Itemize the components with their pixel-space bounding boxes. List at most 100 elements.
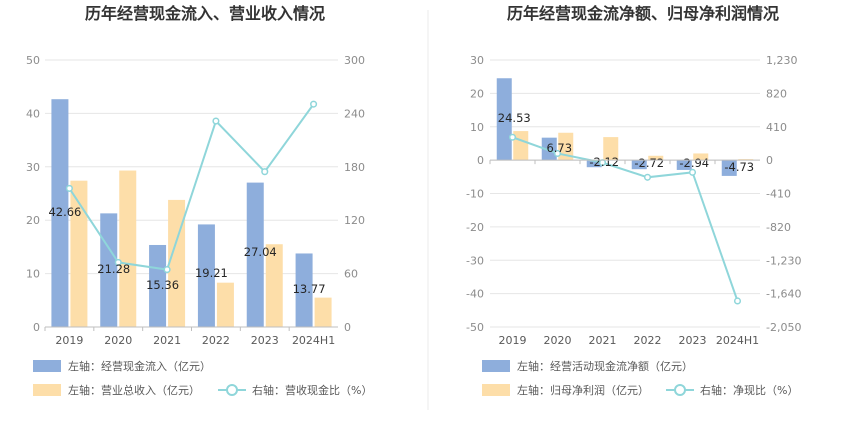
left-tick-label: 50 <box>26 54 40 67</box>
legend-swatch-marker <box>674 384 686 396</box>
legend-label: 左轴：经营活动现金流净额（亿元） <box>517 359 693 373</box>
legend-label: 右轴：营收现金比（%） <box>252 383 372 397</box>
bar-secondary <box>119 170 137 327</box>
bar-secondary <box>314 297 332 327</box>
bar-primary <box>496 78 512 161</box>
chart-1-x-axis: 2019 2020 2021 2022 2023 2024H1 <box>44 326 338 347</box>
bar-value-label: 15.36 <box>146 278 179 292</box>
bar-primary <box>197 224 215 327</box>
left-tick-label: 30 <box>470 54 484 67</box>
chart-2-title: 历年经营现金流净额、归母净利润情况 <box>507 4 779 23</box>
left-tick-label: 10 <box>26 268 40 281</box>
line-point <box>733 297 742 305</box>
bar-primary <box>246 182 264 327</box>
legend-label: 左轴：归母净利润（亿元） <box>517 383 649 397</box>
right-tick-label: -410 <box>766 188 791 201</box>
left-tick-label: -40 <box>466 288 484 301</box>
chart-1-line-series <box>65 100 318 274</box>
legend-swatch-bar-primary <box>482 360 510 372</box>
bar-value-label: 42.66 <box>48 205 81 219</box>
bar-primary <box>676 160 692 170</box>
right-tick-label: -1,230 <box>766 254 801 267</box>
bar-value-label: -2.12 <box>589 155 619 169</box>
right-tick-label: -1,640 <box>766 288 801 301</box>
bar-value-label: -2.94 <box>679 156 709 170</box>
right-tick-label: -820 <box>766 221 791 234</box>
left-tick-label: 0 <box>477 154 484 167</box>
legend-label: 左轴：经营现金流入（亿元） <box>68 359 211 373</box>
bar-secondary <box>648 155 664 161</box>
chart-2-bars <box>496 78 754 176</box>
x-tick-label: 2022 <box>634 334 662 347</box>
chart-2-left-axis: -50 -40 -30 -20 -10 0 10 20 30 <box>466 54 484 334</box>
chart-1-left-axis: 0 10 20 30 40 50 <box>26 54 40 334</box>
left-tick-label: -50 <box>466 321 484 334</box>
bar-value-label: -2.72 <box>634 156 664 170</box>
right-tick-label: 60 <box>344 268 358 281</box>
right-tick-label: 0 <box>766 154 773 167</box>
chart-1-title: 历年经营现金流入、营业收入情况 <box>85 4 325 23</box>
left-tick-label: -30 <box>466 254 484 267</box>
x-tick-label: 2020 <box>544 334 572 347</box>
line-point <box>643 173 652 181</box>
legend-label: 右轴：净现比（%） <box>700 383 798 397</box>
right-tick-label: 120 <box>344 214 365 227</box>
line-point <box>65 184 73 192</box>
line-point <box>261 168 269 176</box>
bar-primary <box>541 137 557 161</box>
bar-value-label: 27.04 <box>244 245 277 259</box>
left-tick-label: 40 <box>26 107 40 120</box>
x-tick-label: 2024H1 <box>292 334 335 347</box>
bar-value-label: 21.28 <box>97 262 130 276</box>
bar-primary <box>586 160 602 168</box>
chart-1-right-axis: 0 60 120 180 240 300 <box>344 54 365 334</box>
left-tick-label: 20 <box>470 87 484 100</box>
left-tick-label: 20 <box>26 214 40 227</box>
line-point <box>508 133 517 141</box>
bar-primary <box>721 160 737 176</box>
chart-1-bars <box>51 99 332 327</box>
right-tick-label: 820 <box>766 87 787 100</box>
right-tick-label: -2,050 <box>766 321 801 334</box>
right-tick-label: 0 <box>344 321 351 334</box>
bar-primary <box>149 244 167 327</box>
bar-value-label: 24.53 <box>498 111 531 125</box>
bar-secondary <box>558 132 574 161</box>
chart-2: 历年经营现金流净额、归母净利润情况 -50 -40 -30 -20 -10 0 10 20 30… <box>466 4 801 397</box>
right-tick-label: 300 <box>344 54 365 67</box>
right-tick-label: 240 <box>344 107 365 120</box>
x-tick-label: 2022 <box>202 334 230 347</box>
bar-value-label: 19.21 <box>195 266 228 280</box>
chart-2-grid <box>490 59 760 328</box>
x-tick-label: 2020 <box>104 334 132 347</box>
legend-swatch-bar-primary <box>33 360 61 372</box>
bar-secondary <box>265 244 283 327</box>
bar-secondary <box>693 153 709 161</box>
left-tick-label: -20 <box>466 221 484 234</box>
bar-primary <box>295 253 313 327</box>
legend-swatch-marker <box>226 384 238 396</box>
bar-secondary <box>70 180 88 327</box>
x-tick-label: 2021 <box>153 334 181 347</box>
left-tick-label: 0 <box>33 321 40 334</box>
chart-1-data-labels: 42.66 21.28 15.36 19.21 27.04 13.77 <box>48 205 325 296</box>
legend-swatch-bar-secondary <box>482 384 510 396</box>
chart-2-legend[interactable]: 左轴：经营活动现金流净额（亿元） 左轴：归母净利润（亿元） 右轴：净现比（%） <box>482 359 798 397</box>
bar-secondary <box>738 159 754 161</box>
left-tick-label: -10 <box>466 188 484 201</box>
line-point <box>553 149 562 157</box>
bar-value-label: -4.73 <box>724 160 754 174</box>
chart-2-data-labels: 24.53 6.73 -2.12 -2.72 -2.94 -4.73 <box>498 111 754 174</box>
legend-label: 左轴：营业总收入（亿元） <box>68 383 200 397</box>
chart-1: 历年经营现金流入、营业收入情况 0 10 20 30 40 50 0 60 120 180 240… <box>26 4 372 397</box>
chart-1-legend[interactable]: 左轴：经营现金流入（亿元） 左轴：营业总收入（亿元） 右轴：营收现金比（%） <box>33 359 372 397</box>
chart-2-line-series <box>508 133 742 305</box>
bar-primary <box>631 160 647 170</box>
bar-value-label: 13.77 <box>293 282 326 296</box>
right-tick-label: 410 <box>766 121 787 134</box>
line-point <box>212 117 220 125</box>
line-point <box>163 266 171 274</box>
chart-2-right-axis: -2,050 -1,640 -1,230 -820 -410 0 410 820 1,230 <box>766 54 801 334</box>
